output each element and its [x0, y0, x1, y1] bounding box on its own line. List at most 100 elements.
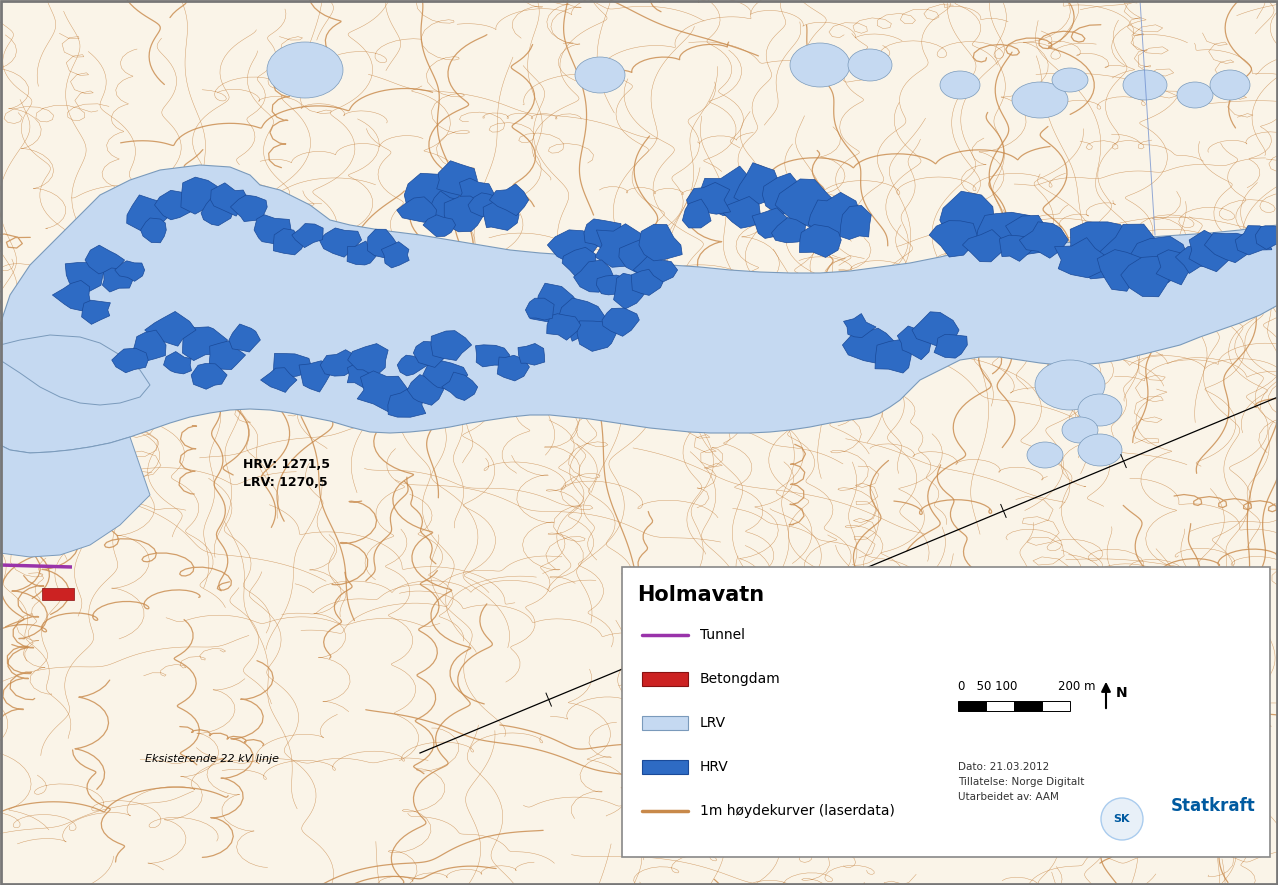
Text: Holmavatn: Holmavatn: [636, 585, 764, 605]
Ellipse shape: [712, 664, 748, 690]
Polygon shape: [229, 324, 261, 352]
Polygon shape: [102, 268, 133, 292]
Bar: [42, 588, 74, 600]
Polygon shape: [468, 193, 500, 218]
Polygon shape: [1067, 222, 1139, 279]
Polygon shape: [321, 350, 357, 376]
Polygon shape: [897, 326, 930, 359]
Bar: [642, 760, 688, 774]
Ellipse shape: [1035, 360, 1105, 410]
Polygon shape: [396, 196, 437, 222]
Polygon shape: [597, 275, 626, 295]
Ellipse shape: [267, 42, 343, 98]
Polygon shape: [1098, 250, 1145, 291]
Polygon shape: [547, 230, 598, 266]
Ellipse shape: [1210, 70, 1250, 100]
Ellipse shape: [1177, 82, 1213, 108]
Polygon shape: [273, 353, 311, 378]
Ellipse shape: [1079, 394, 1122, 426]
Ellipse shape: [800, 675, 840, 705]
Polygon shape: [800, 225, 841, 258]
Polygon shape: [557, 298, 607, 342]
Text: SK: SK: [1113, 814, 1130, 824]
Polygon shape: [181, 177, 225, 214]
Polygon shape: [751, 208, 795, 238]
Polygon shape: [211, 183, 248, 216]
Polygon shape: [574, 260, 613, 292]
Polygon shape: [939, 191, 994, 242]
Polygon shape: [65, 263, 106, 291]
Polygon shape: [842, 328, 898, 364]
Ellipse shape: [575, 57, 625, 93]
Polygon shape: [423, 360, 468, 391]
Ellipse shape: [633, 655, 688, 695]
Polygon shape: [682, 199, 711, 228]
Ellipse shape: [1079, 434, 1122, 466]
Text: Betongdam: Betongdam: [700, 672, 781, 686]
Polygon shape: [52, 281, 91, 311]
Polygon shape: [164, 351, 192, 373]
Polygon shape: [357, 371, 409, 412]
Polygon shape: [1020, 222, 1068, 258]
Ellipse shape: [679, 674, 722, 706]
Polygon shape: [483, 200, 519, 230]
Polygon shape: [320, 228, 362, 258]
Polygon shape: [111, 349, 148, 373]
Text: Statkraft: Statkraft: [1171, 797, 1255, 815]
Polygon shape: [82, 300, 110, 324]
Polygon shape: [518, 343, 544, 366]
Polygon shape: [132, 330, 166, 361]
Polygon shape: [1127, 236, 1190, 286]
Polygon shape: [1204, 233, 1251, 263]
Polygon shape: [699, 166, 759, 216]
Polygon shape: [808, 192, 861, 235]
Polygon shape: [437, 161, 477, 196]
Polygon shape: [562, 247, 596, 276]
Bar: [642, 716, 688, 730]
Polygon shape: [843, 313, 875, 337]
Polygon shape: [584, 219, 621, 250]
Ellipse shape: [1123, 70, 1167, 100]
Text: Dato: 21.03.2012
Tillatelse: Norge Digitalt
Utarbeidet av: AAM: Dato: 21.03.2012 Tillatelse: Norge Digit…: [958, 762, 1084, 802]
Polygon shape: [875, 339, 912, 373]
Text: LRV: 1270,5: LRV: 1270,5: [243, 475, 327, 489]
Polygon shape: [1099, 224, 1160, 281]
Polygon shape: [261, 367, 296, 392]
Polygon shape: [230, 195, 267, 221]
Polygon shape: [127, 195, 170, 231]
Ellipse shape: [1052, 68, 1088, 92]
Polygon shape: [387, 387, 426, 417]
Polygon shape: [201, 198, 233, 226]
Polygon shape: [254, 215, 291, 243]
Ellipse shape: [941, 71, 980, 99]
Polygon shape: [734, 163, 780, 207]
Polygon shape: [413, 342, 446, 367]
Ellipse shape: [849, 49, 892, 81]
Bar: [958, 701, 987, 711]
Polygon shape: [115, 261, 144, 281]
Polygon shape: [1255, 226, 1278, 250]
Text: 0   50 100: 0 50 100: [958, 680, 1017, 693]
Bar: [642, 672, 688, 686]
Polygon shape: [348, 241, 377, 265]
Polygon shape: [423, 215, 456, 236]
Polygon shape: [999, 235, 1035, 261]
Polygon shape: [619, 238, 657, 276]
Polygon shape: [404, 173, 460, 219]
Polygon shape: [525, 298, 555, 320]
Polygon shape: [367, 229, 397, 258]
Polygon shape: [1121, 257, 1172, 296]
Ellipse shape: [790, 43, 850, 87]
Ellipse shape: [882, 662, 918, 688]
Polygon shape: [912, 312, 958, 348]
Polygon shape: [155, 190, 190, 219]
Polygon shape: [962, 229, 1006, 262]
Ellipse shape: [1012, 82, 1068, 118]
Polygon shape: [547, 313, 580, 340]
Text: HRV: 1271,5: HRV: 1271,5: [243, 458, 330, 472]
Polygon shape: [763, 173, 806, 216]
Polygon shape: [442, 372, 478, 400]
Ellipse shape: [1062, 417, 1098, 443]
Polygon shape: [141, 218, 166, 242]
Polygon shape: [631, 269, 663, 296]
